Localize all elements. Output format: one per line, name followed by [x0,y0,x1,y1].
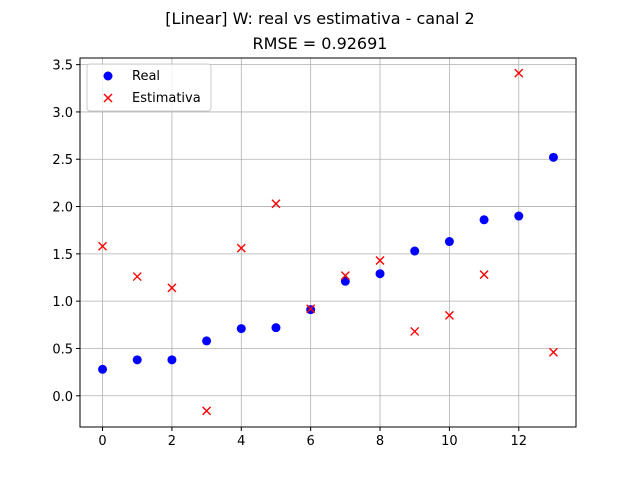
chart-subtitle: RMSE = 0.92691 [253,34,388,53]
data-point-estimativa [444,310,454,320]
data-point-estimativa [548,347,558,357]
legend-box [86,63,212,112]
legend-marker-real [103,71,113,81]
legend-marker-symbol [103,71,113,81]
y-tick-label: 1.5 [52,248,73,263]
data-point-estimativa [98,241,108,251]
chart-title: [Linear] W: real vs estimativa - canal 2 [165,9,474,28]
data-point-real [410,246,420,256]
x-tick-label: 4 [237,434,245,449]
data-point-estimativa [236,243,246,253]
data-point-estimativa [271,199,281,209]
data-point-real [340,276,350,286]
data-point-real [514,211,524,221]
y-tick-label: 0.0 [52,390,73,405]
data-point-estimativa [202,406,212,416]
y-tick-label: 3.0 [52,106,73,121]
data-point-real [236,324,246,334]
legend-label-estimativa: Estimativa [132,91,201,106]
data-point-estimativa [167,283,177,293]
data-point-real [132,355,142,365]
plot-frame [79,57,577,428]
y-tick-label: 1.0 [52,295,73,310]
x-tick-label: 12 [510,434,527,449]
data-point-real [167,355,177,365]
y-tick-label: 2.5 [52,153,73,168]
x-tick-label: 2 [168,434,176,449]
data-point-estimativa [375,255,385,265]
x-tick-label: 10 [441,434,458,449]
data-point-real [444,237,454,247]
y-tick-label: 2.0 [52,201,73,216]
y-tick-label: 0.5 [52,342,73,357]
legend-label-real: Real [132,69,160,84]
x-tick-label: 0 [98,434,106,449]
data-point-real [271,323,281,333]
y-tick-label: 3.5 [52,59,73,74]
data-point-real [98,364,108,374]
legend-marker-estimativa [103,93,113,103]
data-point-estimativa [340,271,350,281]
data-point-estimativa [306,304,316,314]
data-point-estimativa [410,326,420,336]
legend-marker-symbol [103,93,113,103]
data-point-real [202,336,212,346]
data-point-real [375,269,385,279]
x-tick-label: 8 [376,434,384,449]
x-tick-label: 6 [307,434,315,449]
data-point-estimativa [479,270,489,280]
data-point-estimativa [514,68,524,78]
data-point-real [548,152,558,162]
data-layer [98,68,558,416]
tick-layer: 0 2 4 6 8 10 12 0.0 0.5 1.0 1.5 2.0 2.5 3.0 3.5 [52,59,527,449]
data-point-estimativa [132,272,142,282]
data-point-real [479,215,489,225]
grid-layer [80,58,576,427]
legend: Real Estimativa [86,63,212,112]
